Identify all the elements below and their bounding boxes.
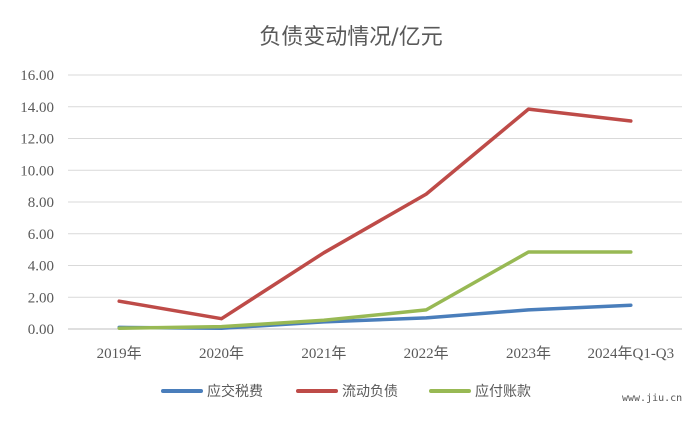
y-tick-label: 8.00	[28, 195, 54, 211]
legend-label: 应交税费	[207, 383, 263, 400]
x-axis-ticks: 2019年 2020年 2021年 2022年 2023年 2024年Q1-Q3	[97, 345, 675, 362]
y-tick-label: 6.00	[28, 227, 54, 243]
chart-title: 负债变动情况/亿元	[259, 25, 442, 50]
y-tick-label: 10.00	[20, 163, 54, 179]
x-tick-label: 2024年Q1-Q3	[587, 345, 674, 362]
x-tick-label: 2019年	[97, 345, 142, 362]
y-tick-label: 2.00	[28, 290, 54, 306]
x-tick-label: 2022年	[404, 345, 449, 362]
watermark-text: www.jiu.cn	[622, 393, 682, 404]
y-tick-label: 0.00	[28, 322, 54, 338]
y-tick-label: 14.00	[20, 100, 54, 116]
series-line	[117, 250, 633, 330]
y-tick-label: 12.00	[20, 132, 54, 148]
series-lines	[117, 107, 633, 330]
series-line	[117, 107, 633, 321]
legend-label: 应付账款	[475, 383, 531, 400]
y-axis-ticks: 0.00 2.00 4.00 6.00 8.00 10.00 12.00 14.00 16.00	[20, 68, 54, 338]
legend: 应交税费 流动负债 应付账款	[161, 383, 531, 400]
x-tick-label: 2020年	[199, 345, 244, 362]
gridlines	[68, 74, 682, 330]
legend-label: 流动负债	[342, 384, 398, 400]
y-tick-label: 4.00	[28, 259, 54, 275]
y-tick-label: 16.00	[20, 68, 54, 84]
x-tick-label: 2021年	[301, 345, 346, 362]
x-tick-label: 2023年	[506, 345, 551, 362]
